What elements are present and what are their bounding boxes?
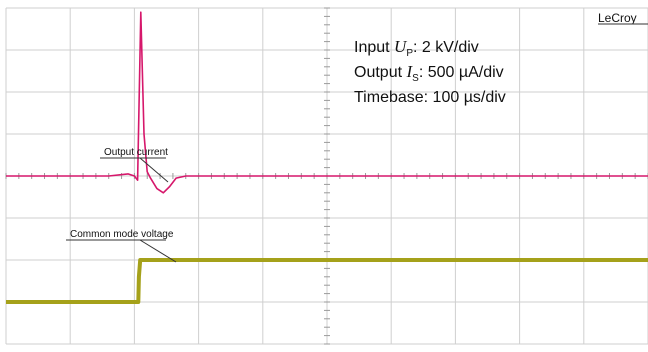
trace-output-current: [6, 11, 648, 194]
brand-logo: LeCroy: [598, 11, 648, 25]
info-timebase: Timebase: 100 µs/div: [354, 89, 506, 106]
series-label-output-current: Output current: [104, 147, 168, 158]
brand-label: LeCroy: [598, 11, 637, 25]
traces: [6, 11, 648, 304]
info-input: Input UP: 2 kV/div: [354, 37, 479, 59]
info-panel: Input UP: 2 kV/div Output IS: 500 µA/div…: [354, 37, 506, 106]
common-mode-label-leader: [139, 239, 177, 263]
annotations: Output current Common mode voltage: [66, 147, 177, 263]
trace-common-mode-voltage: [6, 258, 648, 304]
series-label-common-mode-voltage: Common mode voltage: [70, 229, 174, 240]
output-current-label-leader: [139, 157, 169, 183]
info-output: Output IS: 500 µA/div: [354, 62, 504, 84]
